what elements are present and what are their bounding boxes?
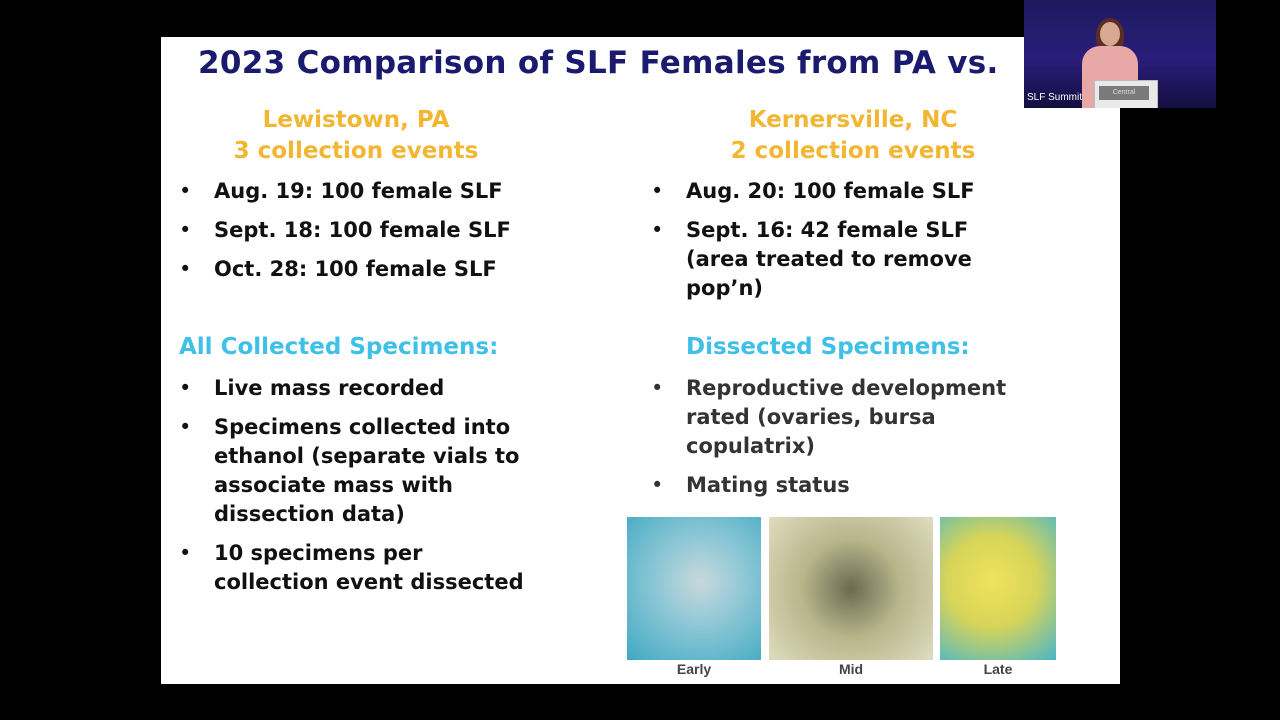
list-item: Aug. 20: 100 female SLF bbox=[651, 177, 1011, 206]
list-item: Oct. 28: 100 female SLF bbox=[179, 255, 539, 284]
photo-caption: Early bbox=[676, 661, 712, 677]
right-location-heading: Kernersville, NC 2 collection events bbox=[688, 105, 1018, 167]
right-section-heading: Dissected Specimens: bbox=[686, 334, 970, 360]
late-development-photo bbox=[940, 517, 1056, 660]
right-collection-count: 2 collection events bbox=[730, 138, 976, 164]
photo-caption: Mid bbox=[838, 661, 864, 677]
right-events-list: Aug. 20: 100 female SLF Sept. 16: 42 fem… bbox=[651, 177, 1011, 313]
video-label: SLF Summit bbox=[1027, 92, 1083, 103]
left-section-list: Live mass recorded Specimens collected i… bbox=[179, 374, 539, 607]
list-item: Mating status bbox=[651, 471, 1041, 500]
list-item: Live mass recorded bbox=[179, 374, 539, 403]
slide-title: 2023 Comparison of SLF Females from PA v… bbox=[198, 45, 999, 81]
development-photos: Early Mid Late bbox=[627, 517, 1057, 679]
list-item: Aug. 19: 100 female SLF bbox=[179, 177, 539, 206]
mid-development-photo bbox=[769, 517, 933, 660]
right-location-name: Kernersville, NC bbox=[748, 107, 958, 133]
list-item: Specimens collected into ethanol (separa… bbox=[179, 413, 539, 529]
list-item: 10 specimens per collection event dissec… bbox=[179, 539, 539, 597]
left-collection-count: 3 collection events bbox=[233, 138, 479, 164]
early-development-photo bbox=[627, 517, 761, 660]
left-location-name: Lewistown, PA bbox=[262, 107, 450, 133]
list-item: Sept. 18: 100 female SLF bbox=[179, 216, 539, 245]
speaker-face bbox=[1100, 22, 1120, 46]
photo-caption: Late bbox=[983, 661, 1013, 677]
speaker-video-thumbnail[interactable]: Central SLF Summit bbox=[1024, 0, 1216, 108]
list-item: Sept. 16: 42 female SLF (area treated to… bbox=[651, 216, 1011, 303]
right-section-list: Reproductive development rated (ovaries,… bbox=[651, 374, 1041, 510]
left-section-heading: All Collected Specimens: bbox=[179, 334, 499, 360]
podium-sign: Central bbox=[1099, 86, 1149, 100]
left-events-list: Aug. 19: 100 female SLF Sept. 18: 100 fe… bbox=[179, 177, 539, 294]
left-location-heading: Lewistown, PA 3 collection events bbox=[191, 105, 521, 167]
presentation-slide: 2023 Comparison of SLF Females from PA v… bbox=[161, 37, 1120, 684]
list-item: Reproductive development rated (ovaries,… bbox=[651, 374, 1041, 461]
